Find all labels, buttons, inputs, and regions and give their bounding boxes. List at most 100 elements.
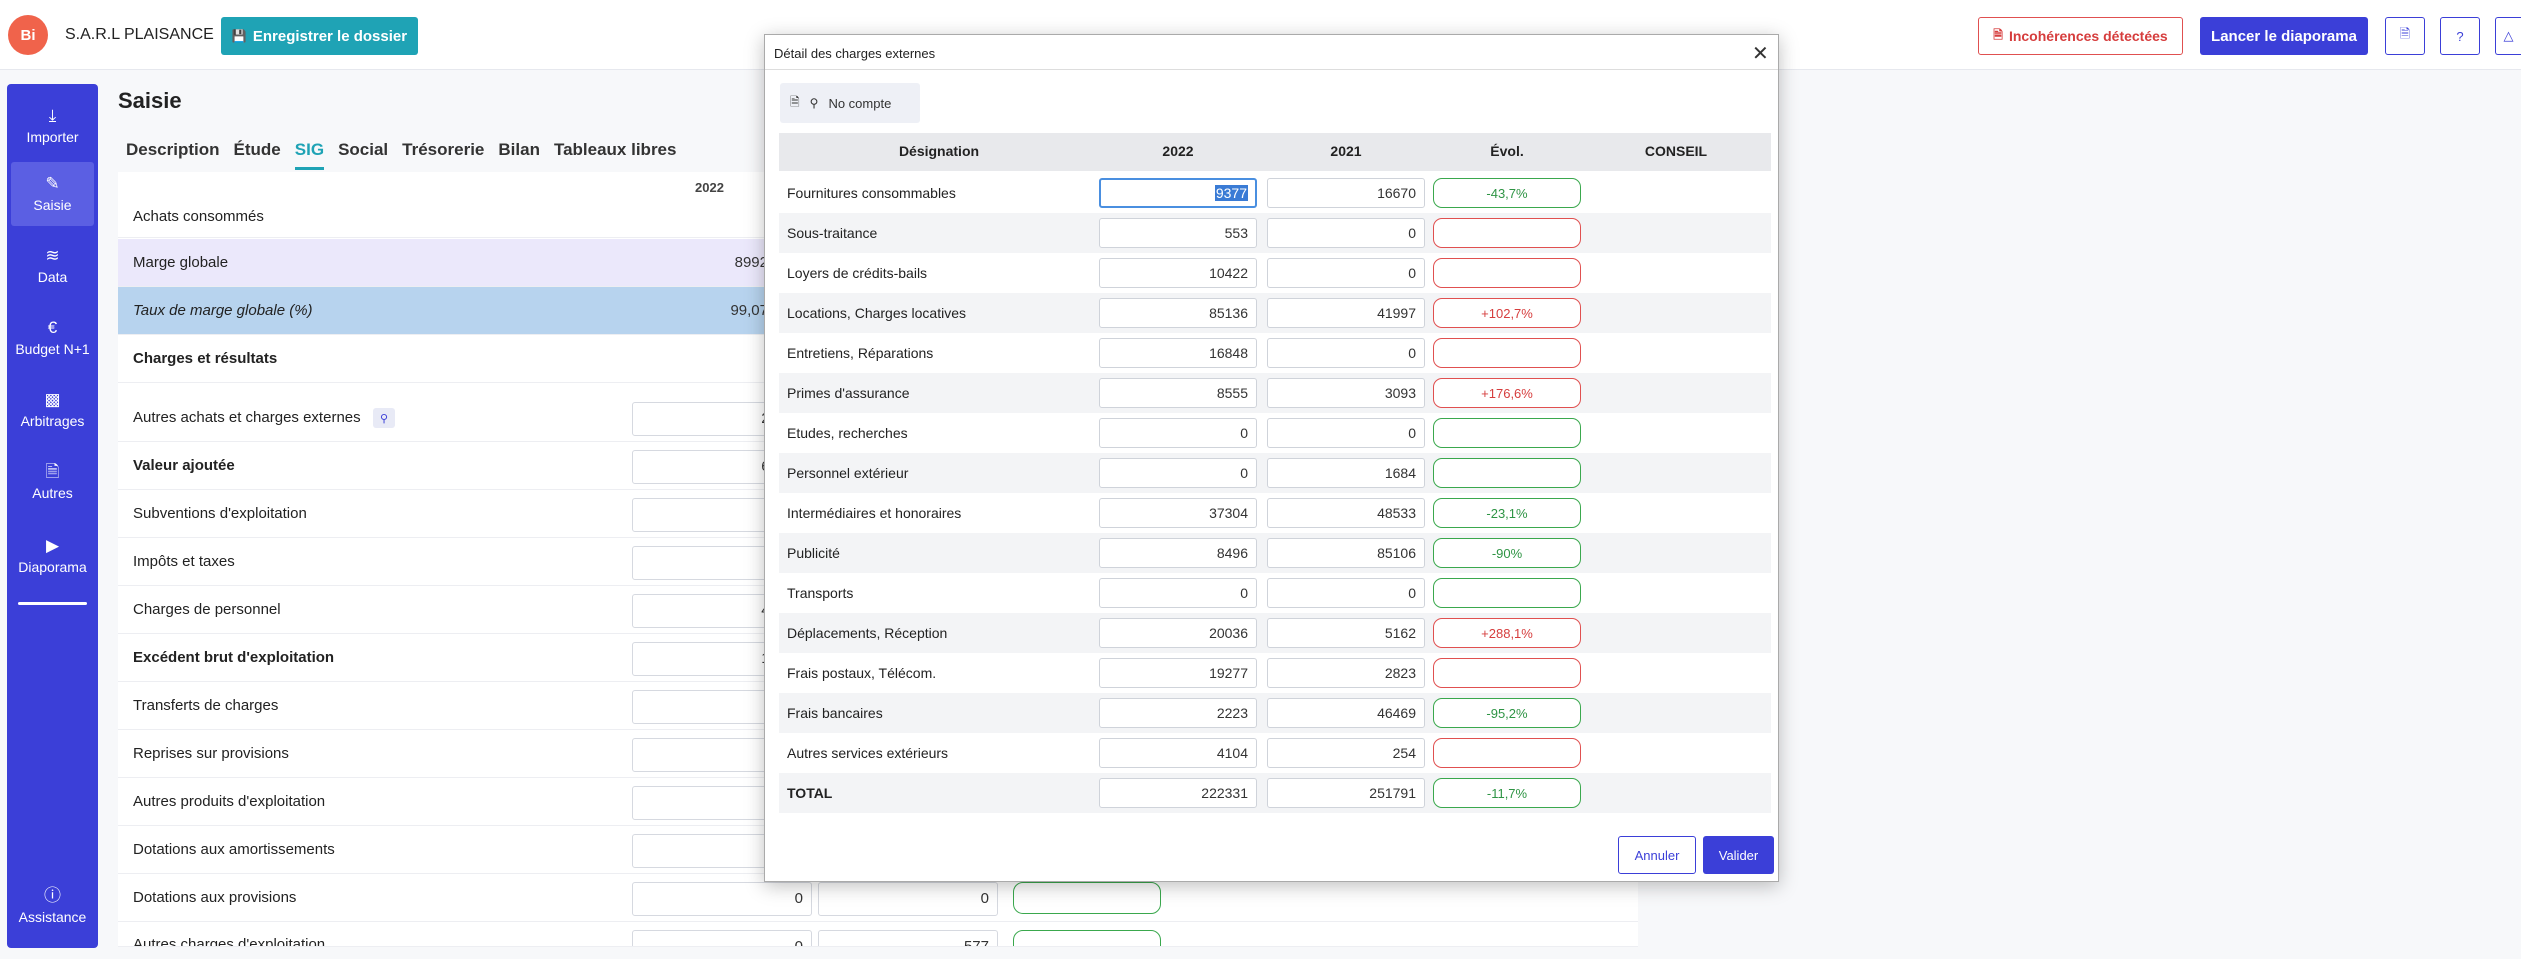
sidebar-item-autres[interactable]: 🗎 Autres [7,450,98,514]
value-input-2022[interactable]: 0 [632,930,812,946]
row-label: Locations, Charges locatives [787,305,966,321]
table-row: Autres services extérieurs 4104 254 [779,733,1771,773]
value-input-2021[interactable]: 41997 [1267,298,1425,328]
row-label: Déplacements, Réception [787,625,948,641]
value-input-2021[interactable]: 3093 [1267,378,1425,408]
table-row: Autres charges d'exploitation 0 577 [118,922,1638,947]
modal-title: Détail des charges externes [774,46,936,61]
close-icon[interactable]: ✕ [1752,43,1769,65]
value-input-2022[interactable]: 85136 [1099,298,1257,328]
account-number-filter[interactable]: 🗎 ⚲ No compte [780,83,920,123]
value-input-2022[interactable]: 19277 [1099,658,1257,688]
row-label: Charges de personnel [133,601,281,618]
value-input-2021[interactable]: 0 [1267,218,1425,248]
tab-bilan[interactable]: Bilan [498,140,540,159]
row-label: Valeur ajoutée [133,457,235,474]
total-row: TOTAL 222331 251791 -11,7% [779,773,1771,813]
evolution-badge [1433,218,1581,248]
value-input-2021[interactable]: 5162 [1267,618,1425,648]
evolution-badge [1433,258,1581,288]
value-input-2022[interactable]: 2223 [1099,698,1257,728]
value-input-2022[interactable]: 0 [1099,418,1257,448]
value-input-2022[interactable]: 8555 [1099,378,1257,408]
sidebar-item-budget[interactable]: € Budget N+1 [7,306,98,370]
incoherences-button[interactable]: 🗎 Incohérences détectées [1978,17,2183,55]
table-row: Déplacements, Réception 20036 5162 +288,… [779,613,1771,653]
value-input-2021[interactable]: 46469 [1267,698,1425,728]
evolution-badge [1433,458,1581,488]
value-input-2021[interactable]: 1684 [1267,458,1425,488]
total-2022: 222331 [1099,778,1257,808]
document-icon: 🗎 [2399,26,2411,41]
tab-tableaux-libres[interactable]: Tableaux libres [553,140,677,159]
sidebar-item-arbitrages[interactable]: ▩ Arbitrages [7,378,98,442]
value-input-2021[interactable]: 577 [818,930,998,946]
table-row: Frais bancaires 2223 46469 -95,2% [779,693,1771,733]
modal-divider [765,69,1778,70]
evolution-badge: -95,2% [1433,698,1581,728]
value-input-2022[interactable]: 0 [632,882,812,916]
row-label: Marge globale [133,254,229,271]
row-value: 99,07 [730,302,768,319]
value-input-2022[interactable]: 8496 [1099,538,1257,568]
value-input-2021[interactable]: 48533 [1267,498,1425,528]
help-icon-button[interactable]: ? [2440,17,2480,55]
table-row: Personnel extérieur 0 1684 [779,453,1771,493]
sidebar-item-label: Arbitrages [20,413,85,429]
company-name: S.A.R.L PLAISANCE [65,26,214,43]
header-2021: 2021 [1330,143,1362,159]
value-input-2022[interactable]: 10422 [1099,258,1257,288]
value-input-2021[interactable]: 16670 [1267,178,1425,208]
value-input-2021[interactable]: 0 [1267,578,1425,608]
tab-description[interactable]: Description [126,140,220,159]
validate-button[interactable]: Valider [1703,836,1774,874]
bell-icon: △ [2503,28,2514,43]
download-icon: ⤓ [48,106,57,125]
sidebar-item-diaporama[interactable]: ▶ Diaporama [7,524,98,588]
tab-sig[interactable]: SIG [294,140,325,170]
search-icon[interactable]: ⚲ [373,408,395,428]
tab-etude[interactable]: Étude [233,140,281,159]
document-icon-button[interactable]: 🗎 [2385,17,2425,55]
notification-icon-button[interactable]: △ [2495,17,2521,55]
value-input-2021[interactable]: 254 [1267,738,1425,768]
total-2021: 251791 [1267,778,1425,808]
sidebar-item-data[interactable]: ≋ Data [7,234,98,298]
row-label: Taux de marge globale (%) [133,302,313,319]
sidebar-item-label: Saisie [33,197,72,213]
value-input-2021[interactable]: 85106 [1267,538,1425,568]
chart-line-icon: ≋ [45,246,60,265]
help-icon: ⓘ [44,886,61,905]
value-input-2022[interactable]: 37304 [1099,498,1257,528]
header-designation: Désignation [898,143,980,159]
value-input-2021[interactable]: 0 [818,882,998,916]
cancel-button[interactable]: Annuler [1618,836,1696,874]
value-input-2021[interactable]: 0 [1267,418,1425,448]
value-input-2022[interactable]: 20036 [1099,618,1257,648]
value-input-2022[interactable]: 553 [1099,218,1257,248]
row-label: Dotations aux provisions [133,889,297,906]
row-label: Achats consommés [133,208,264,225]
row-label: Transports [787,585,854,601]
sidebar-item-label: Budget N+1 [15,341,90,357]
value-input-2021[interactable]: 0 [1267,338,1425,368]
sidebar-item-assistance[interactable]: ⓘ Assistance [7,874,98,938]
filter-label: No compte [828,95,892,111]
tab-social[interactable]: Social [338,140,389,159]
value-input-2022[interactable]: 9377 [1099,178,1257,208]
sidebar-item-saisie[interactable]: ✎ Saisie [11,162,94,226]
tab-tresorerie[interactable]: Trésorerie [402,140,485,159]
app-logo: Bi [8,15,48,55]
value-input-2022[interactable]: 0 [1099,578,1257,608]
launch-slideshow-button[interactable]: Lancer le diaporama [2200,17,2368,55]
sidebar-item-importer[interactable]: ⤓ Importer [7,94,98,158]
value-input-2021[interactable]: 0 [1267,258,1425,288]
table-row: Transports 0 0 [779,573,1771,613]
row-label: Primes d'assurance [787,385,910,401]
value-input-2022[interactable]: 16848 [1099,338,1257,368]
save-file-button[interactable]: 💾 Enregistrer le dossier [221,17,418,55]
value-input-2022[interactable]: 4104 [1099,738,1257,768]
value-input-2022[interactable]: 0 [1099,458,1257,488]
value-input-2021[interactable]: 2823 [1267,658,1425,688]
table-row: Loyers de crédits-bails 10422 0 [779,253,1771,293]
